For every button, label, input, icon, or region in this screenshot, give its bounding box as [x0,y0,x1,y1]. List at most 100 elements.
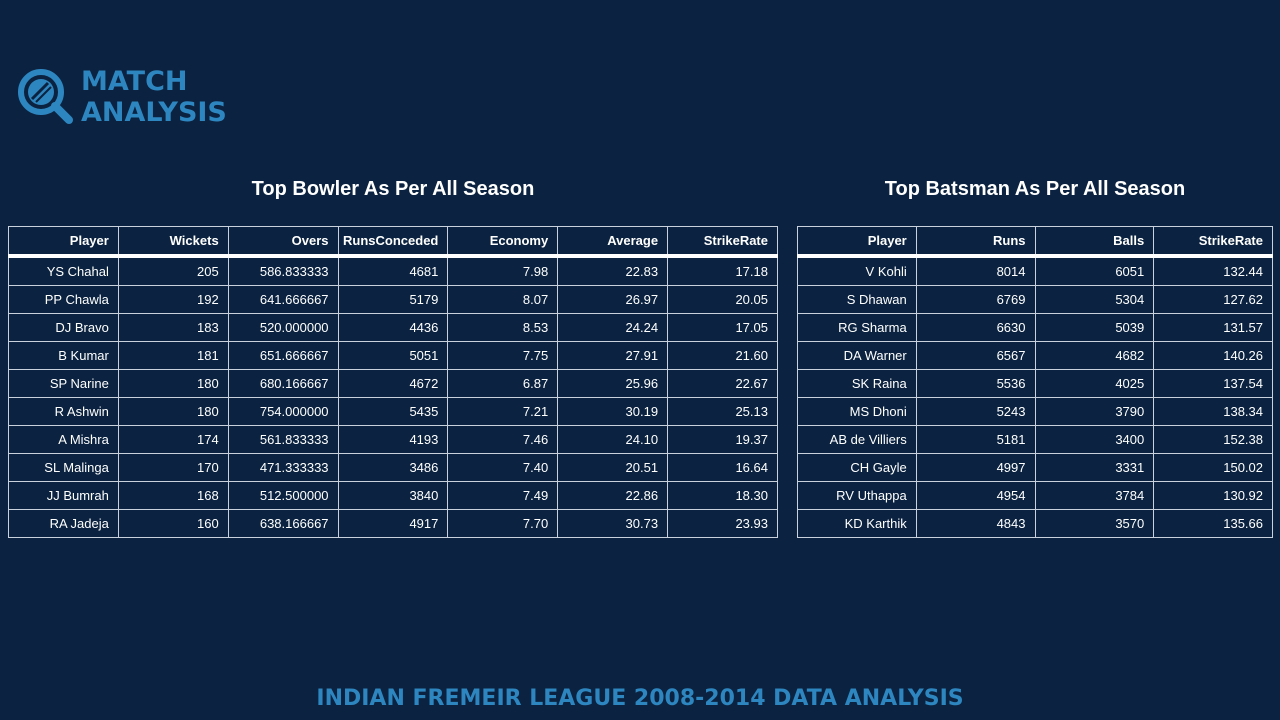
bowler-header-cell: StrikeRate [667,226,778,258]
bowler-stat-cell: 160 [117,509,229,538]
bowler-stat-cell: 30.19 [557,397,669,426]
bowler-stat-cell: 4436 [337,313,449,342]
bowler-table-row: YS Chahal 205 586.833333 4681 7.98 22.83 17.18 [8,255,778,286]
bowler-header-cell: Player [8,226,119,258]
bowler-stat-cell: 7.70 [447,509,559,538]
bowler-table-row: SL Malinga 170 471.333333 3486 7.40 20.51 16.6… [8,453,778,482]
batsman-stat-cell: 3331 [1034,453,1155,482]
batsman-stat-cell: 4843 [915,509,1036,538]
logo-text: MATCH ANALYSIS [81,66,227,128]
bowler-table-row: A Mishra 174 561.833333 4193 7.46 24.10 19.37 [8,425,778,454]
batsman-table-row: V Kohli 8014 6051 132.44 [797,255,1273,286]
bowler-stat-cell: 205 [117,255,229,286]
bowler-table-row: SP Narine 180 680.166667 4672 6.87 25.96 22.67 [8,369,778,398]
bowler-stat-cell: 4672 [337,369,449,398]
batsman-stat-cell: 5536 [915,369,1036,398]
footer-title: INDIAN FREMEIR LEAGUE 2008-2014 DATA ANA… [316,686,964,711]
bowler-player-name: A Mishra [8,425,119,454]
bowler-stat-cell: 17.05 [667,313,778,342]
bowler-stat-cell: 680.166667 [227,369,339,398]
bowler-player-name: SP Narine [8,369,119,398]
logo-line-1: MATCH [81,66,188,97]
bowler-stat-cell: 641.666667 [227,285,339,314]
batsman-stat-cell: 137.54 [1153,369,1273,398]
batsman-stat-cell: 5181 [915,425,1036,454]
bowler-stat-cell: 651.666667 [227,341,339,370]
batsman-stat-cell: 130.92 [1153,481,1273,510]
bowler-player-name: PP Chawla [8,285,119,314]
batsman-stat-cell: 127.62 [1153,285,1273,314]
bowler-stat-cell: 27.91 [557,341,669,370]
bowler-stat-cell: 7.98 [447,255,559,286]
bowler-player-name: RA Jadeja [8,509,119,538]
batsman-table-row: S Dhawan 6769 5304 127.62 [797,285,1273,314]
bowler-stat-cell: 180 [117,397,229,426]
batsman-header-cell: Balls [1034,226,1155,258]
batsman-player-name: SK Raina [797,369,917,398]
bowler-stat-cell: 6.87 [447,369,559,398]
bowler-stat-cell: 183 [117,313,229,342]
bowler-player-name: B Kumar [8,341,119,370]
batsman-stat-cell: 6630 [915,313,1036,342]
bowler-stat-cell: 192 [117,285,229,314]
batsman-table-row: RV Uthappa 4954 3784 130.92 [797,481,1273,510]
batsman-player-name: KD Karthik [797,509,917,538]
batsman-stat-cell: 140.26 [1153,341,1273,370]
batsman-stat-cell: 4025 [1034,369,1155,398]
batsman-player-name: RV Uthappa [797,481,917,510]
bowler-stat-cell: 17.18 [667,255,778,286]
batsman-stat-cell: 5039 [1034,313,1155,342]
batsman-table-row: AB de Villiers 5181 3400 152.38 [797,425,1273,454]
bowler-stat-cell: 512.500000 [227,481,339,510]
batsman-stat-cell: 150.02 [1153,453,1273,482]
batsman-table-row: MS Dhoni 5243 3790 138.34 [797,397,1273,426]
batsman-stat-cell: 131.57 [1153,313,1273,342]
bowler-stat-cell: 7.75 [447,341,559,370]
batsman-player-name: MS Dhoni [797,397,917,426]
bowler-stat-cell: 24.24 [557,313,669,342]
bowler-stat-cell: 5179 [337,285,449,314]
bowler-stat-cell: 5435 [337,397,449,426]
logo-line-2: ANALYSIS [81,97,227,128]
batsman-stat-cell: 4682 [1034,341,1155,370]
bowler-stat-cell: 7.49 [447,481,559,510]
bowler-player-name: SL Malinga [8,453,119,482]
bowler-stat-cell: 26.97 [557,285,669,314]
bowler-table-row: PP Chawla 192 641.666667 5179 8.07 26.97 20.05 [8,285,778,314]
bowler-table-row: B Kumar 181 651.666667 5051 7.75 27.91 21.60 [8,341,778,370]
bowler-stat-cell: 754.000000 [227,397,339,426]
bowler-stat-cell: 180 [117,369,229,398]
batsman-stat-cell: 5243 [915,397,1036,426]
batsman-player-name: RG Sharma [797,313,917,342]
bowler-stat-cell: 3840 [337,481,449,510]
bowler-table-title: Top Bowler As Per All Season [251,178,535,200]
bowler-stat-cell: 170 [117,453,229,482]
batsman-player-name: CH Gayle [797,453,917,482]
bowler-stat-cell: 25.96 [557,369,669,398]
bowler-stat-cell: 22.67 [667,369,778,398]
bowler-table-row: JJ Bumrah 168 512.500000 3840 7.49 22.86 18.30 [8,481,778,510]
bowler-stat-cell: 20.05 [667,285,778,314]
batsman-stat-cell: 138.34 [1153,397,1273,426]
bowler-stat-cell: 19.37 [667,425,778,454]
bowler-stat-cell: 7.21 [447,397,559,426]
bowler-stat-cell: 471.333333 [227,453,339,482]
bowler-stat-cell: 30.73 [557,509,669,538]
bowler-player-name: DJ Bravo [8,313,119,342]
batsman-stat-cell: 5304 [1034,285,1155,314]
batsman-player-name: S Dhawan [797,285,917,314]
bowler-stat-cell: 520.000000 [227,313,339,342]
batsman-stat-cell: 3570 [1034,509,1155,538]
batsman-table-header-row: Player Runs Balls StrikeRate [797,226,1273,258]
bowler-stat-cell: 8.07 [447,285,559,314]
bowler-stat-cell: 25.13 [667,397,778,426]
bowler-header-cell: Wickets [117,226,229,258]
batsman-table-row: CH Gayle 4997 3331 150.02 [797,453,1273,482]
magnifier-cricket-ball-icon [18,69,73,124]
batsman-header-cell: Runs [915,226,1036,258]
batsman-stat-cell: 6567 [915,341,1036,370]
bowler-header-cell: Economy [447,226,559,258]
logo: MATCH ANALYSIS [17,66,227,132]
batsman-stat-cell: 3784 [1034,481,1155,510]
bowler-stat-cell: 174 [117,425,229,454]
